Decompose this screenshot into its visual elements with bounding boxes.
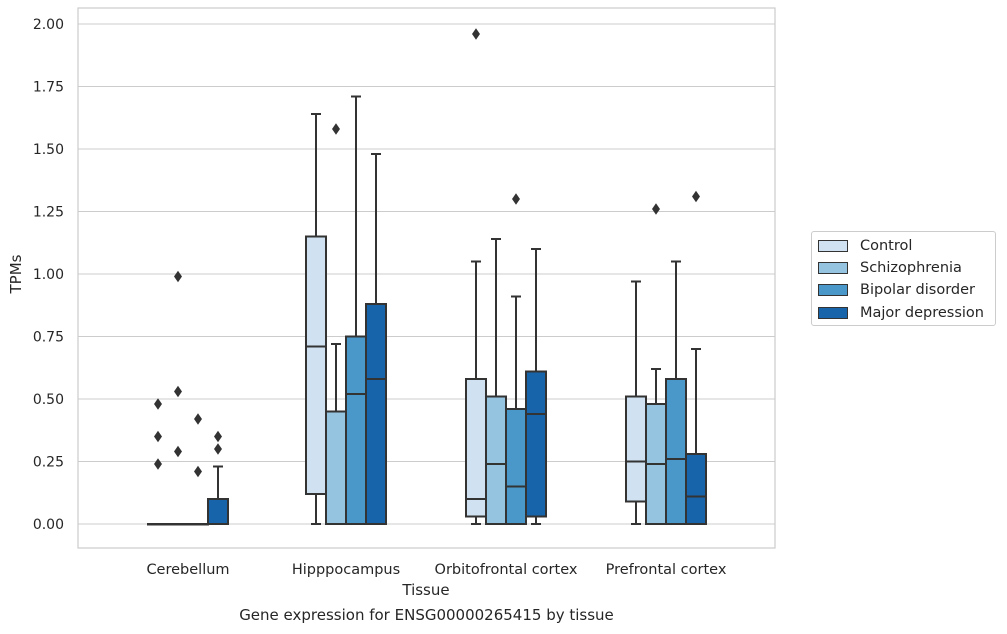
- box-body: [685, 453, 707, 525]
- y-tick-label: 0.50: [33, 392, 64, 408]
- x-axis-label: Tissue: [401, 581, 449, 599]
- box-body: [505, 408, 527, 525]
- outlier-point: [512, 193, 520, 205]
- box-body: [625, 395, 647, 503]
- box-body: [465, 378, 487, 518]
- outlier-point: [214, 430, 222, 443]
- legend-item-schizophrenia: Schizophrenia: [818, 259, 962, 277]
- legend-swatch-control: [818, 240, 848, 252]
- box-body: [665, 378, 687, 525]
- box-major-depression-cerebellum: [207, 430, 229, 525]
- legend-label-control: Control: [860, 238, 913, 254]
- y-tick-label: 1.25: [33, 205, 64, 221]
- box-series: [147, 28, 707, 526]
- legend-item-major-depression: Major depression: [818, 304, 984, 322]
- y-tick-label: 1.50: [33, 142, 64, 158]
- box-body: [485, 395, 507, 525]
- box-bipolar-disorder-prefrontal-cortex: [665, 260, 687, 525]
- box-body: [345, 335, 367, 525]
- box-bipolar-disorder-orbitofrontal-cortex: [505, 193, 527, 525]
- x-axis-ticks: Cerebellum Hipppocampus Orbitofrontal cort…: [146, 562, 726, 578]
- plot-area-frame: [77, 7, 776, 549]
- y-tick-label: 2.00: [33, 17, 64, 33]
- box-body: [207, 498, 229, 525]
- box-bipolar-disorder-cerebellum: [187, 413, 209, 526]
- box-major-depression-orbitofrontal-cortex: [525, 248, 547, 525]
- y-axis-ticks: 0.00 0.25 0.50 0.75 1.00 1.25 1.50 1.75 2.00: [33, 17, 64, 533]
- outlier-point: [154, 458, 162, 470]
- grid-lines: [78, 23, 775, 525]
- legend-item-bipolar-disorder: Bipolar disorder: [818, 281, 975, 299]
- outlier-point: [154, 398, 162, 410]
- y-tick-label: 0.25: [33, 455, 64, 471]
- x-tick-label-prefrontal-cortex: Prefrontal cortex: [606, 562, 727, 578]
- box-body: [525, 370, 547, 518]
- legend-swatch-major-depression: [818, 307, 848, 319]
- x-tick-label-hipppocampus: Hipppocampus: [292, 562, 400, 578]
- legend-label-bipolar-disorder: Bipolar disorder: [860, 282, 975, 298]
- legend-label-major-depression: Major depression: [860, 305, 984, 321]
- legend: Control Schizophrenia Bipolar disorder M…: [811, 231, 996, 326]
- y-tick-label: 1.75: [33, 80, 64, 96]
- x-tick-label-orbitofrontal-cortex: Orbitofrontal cortex: [435, 562, 578, 578]
- outlier-point: [692, 190, 700, 203]
- outlier-point: [472, 28, 480, 40]
- box-body: [305, 235, 327, 495]
- box-schizophrenia-hipppocampus: [325, 123, 347, 525]
- figure-caption: Gene expression for ENSG00000265415 by t…: [239, 606, 614, 624]
- outlier-point: [174, 385, 182, 398]
- box-control-hipppocampus: [305, 113, 327, 525]
- y-tick-label: 0.00: [33, 517, 64, 533]
- outlier-point: [194, 465, 202, 478]
- box-schizophrenia-cerebellum: [167, 270, 189, 526]
- box-schizophrenia-prefrontal-cortex: [645, 203, 667, 525]
- outlier-point: [174, 445, 182, 458]
- legend-swatch-bipolar-disorder: [818, 284, 848, 296]
- box-control-cerebellum: [147, 398, 169, 526]
- legend-label-schizophrenia: Schizophrenia: [860, 260, 962, 276]
- box-major-depression-hipppocampus: [365, 153, 387, 525]
- outlier-point: [214, 443, 222, 455]
- box-control-prefrontal-cortex: [625, 280, 647, 525]
- box-schizophrenia-orbitofrontal-cortex: [485, 238, 507, 525]
- legend-item-control: Control: [818, 237, 912, 255]
- outlier-point: [652, 203, 660, 215]
- box-bipolar-disorder-hipppocampus: [345, 95, 367, 525]
- y-tick-label: 0.75: [33, 330, 64, 346]
- y-axis-label: TPMs: [7, 254, 25, 294]
- outlier-point: [174, 270, 182, 283]
- box-control-orbitofrontal-cortex: [465, 28, 487, 525]
- outlier-point: [332, 123, 340, 135]
- box-major-depression-prefrontal-cortex: [685, 190, 707, 525]
- y-tick-label: 1.00: [33, 267, 64, 283]
- outlier-point: [194, 413, 202, 425]
- legend-swatch-schizophrenia: [818, 262, 848, 274]
- box-body: [365, 303, 387, 525]
- box-body: [325, 410, 347, 525]
- outlier-point: [154, 430, 162, 443]
- x-tick-label-cerebellum: Cerebellum: [146, 562, 229, 578]
